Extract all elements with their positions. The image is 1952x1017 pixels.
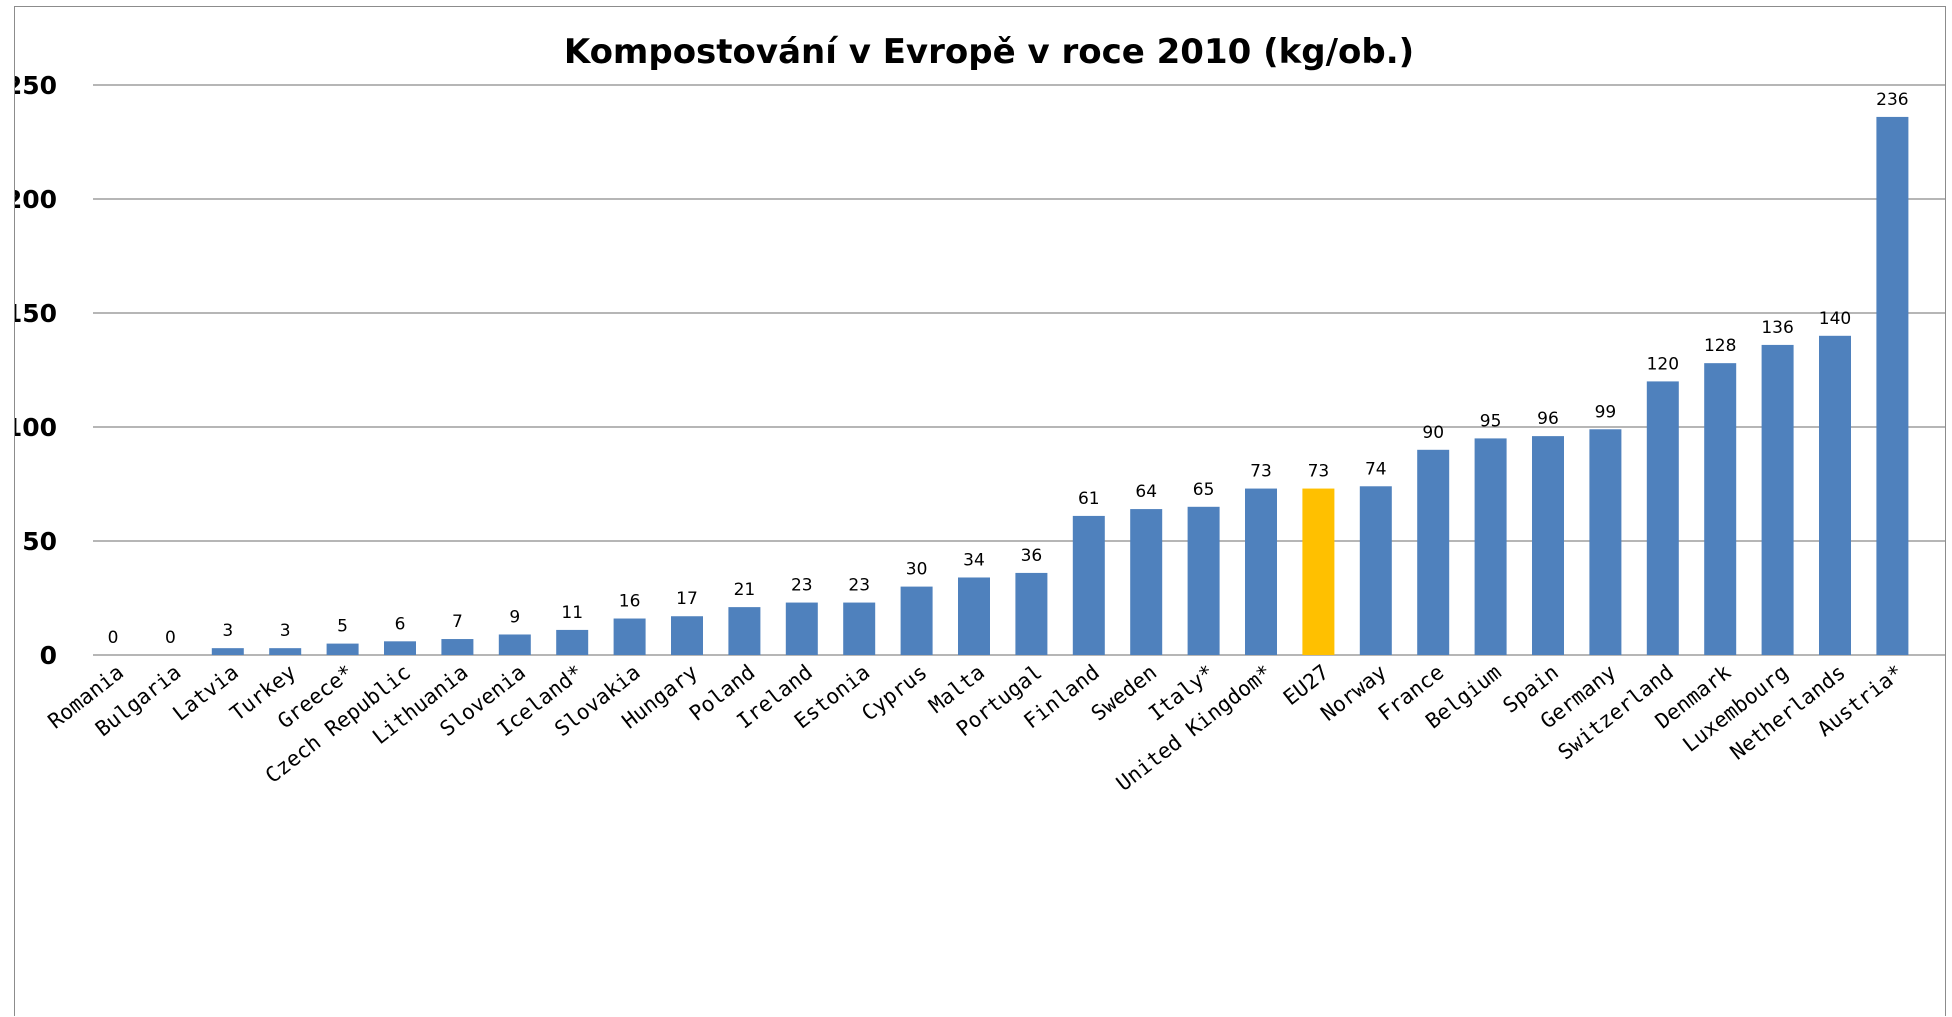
data-labels: 0 0 3 3 5 6 7 9 11 16 17 21 23 23 30 34 36 61 64 65 73 73 74 90… xyxy=(108,90,1909,648)
gridlines xyxy=(93,84,1945,656)
data-label: 236 xyxy=(1876,90,1908,110)
bar-portugal xyxy=(1015,572,1048,655)
bar-malta xyxy=(958,577,990,655)
data-label: 3 xyxy=(222,621,233,641)
bar-united-kingdom xyxy=(1245,488,1277,655)
data-label: 64 xyxy=(1135,482,1157,502)
data-label: 34 xyxy=(963,550,985,570)
bar-france xyxy=(1417,449,1450,655)
x-axis-ticks: RomaniaBulgariaLatviaTurkeyGreece*Czech … xyxy=(44,660,1908,796)
bar-slovenia xyxy=(498,634,531,655)
bar-belgium xyxy=(1474,438,1507,655)
bar-finland xyxy=(1072,515,1105,655)
data-label: 6 xyxy=(395,614,406,634)
y-tick-label: 150 xyxy=(15,299,57,328)
chart-title: Kompostování v Evropě v roce 2010 (kg/ob… xyxy=(564,32,1414,72)
bar-sweden xyxy=(1130,509,1163,655)
data-label: 23 xyxy=(791,576,813,596)
data-label: 65 xyxy=(1193,480,1215,500)
data-label: 23 xyxy=(848,576,870,596)
bar-norway xyxy=(1359,486,1392,655)
bar-hungary xyxy=(671,616,703,655)
y-tick-label: 0 xyxy=(40,641,57,670)
bar-cyprus xyxy=(900,586,933,655)
bar-lithuania xyxy=(441,639,474,655)
data-label: 99 xyxy=(1595,402,1617,422)
data-label: 90 xyxy=(1422,423,1444,443)
bar-iceland xyxy=(556,629,589,655)
data-label: 96 xyxy=(1537,409,1559,429)
data-label: 136 xyxy=(1761,318,1793,338)
data-label: 11 xyxy=(561,603,583,623)
bar-czech-republic xyxy=(384,641,416,655)
bar-italy xyxy=(1187,506,1220,655)
bar-germany xyxy=(1589,429,1622,655)
data-label: 73 xyxy=(1250,462,1272,482)
x-tick-label: Cyprus xyxy=(857,660,932,726)
data-label: 7 xyxy=(452,612,463,632)
bar-austria xyxy=(1876,116,1909,656)
bar-chart: Kompostování v Evropě v roce 2010 (kg/ob… xyxy=(15,32,1945,796)
y-tick-label: 200 xyxy=(15,185,57,214)
bars xyxy=(211,116,1909,656)
bar-poland xyxy=(728,607,761,655)
data-label: 16 xyxy=(619,592,641,612)
bar-greece xyxy=(326,643,359,655)
data-label: 0 xyxy=(165,628,176,648)
bar-latvia xyxy=(211,648,244,655)
data-label: 5 xyxy=(337,617,348,637)
data-label: 21 xyxy=(734,580,756,600)
bar-spain xyxy=(1532,436,1564,655)
data-label: 9 xyxy=(509,607,520,627)
bar-luxembourg xyxy=(1761,344,1794,655)
bar-eu27 xyxy=(1302,488,1335,655)
data-label: 140 xyxy=(1819,309,1851,329)
data-label: 95 xyxy=(1480,411,1502,431)
y-axis-ticks: 0 50 100 150 200 250 xyxy=(15,71,57,670)
data-label: 74 xyxy=(1365,459,1387,479)
data-label: 36 xyxy=(1021,546,1043,566)
y-tick-label: 250 xyxy=(15,71,57,100)
chart-frame: Kompostování v Evropě v roce 2010 (kg/ob… xyxy=(14,6,1946,1016)
data-label: 0 xyxy=(108,628,119,648)
data-label: 30 xyxy=(906,560,928,580)
y-tick-label: 100 xyxy=(15,413,57,442)
data-label: 120 xyxy=(1647,354,1679,374)
data-label: 61 xyxy=(1078,489,1100,509)
bar-slovakia xyxy=(613,618,646,655)
bar-switzerland xyxy=(1646,381,1679,655)
y-tick-label: 50 xyxy=(22,527,57,556)
bar-turkey xyxy=(269,648,302,655)
data-label: 3 xyxy=(280,621,291,641)
bar-denmark xyxy=(1704,363,1737,655)
bar-ireland xyxy=(785,602,818,655)
data-label: 128 xyxy=(1704,336,1736,356)
bar-estonia xyxy=(843,602,876,655)
data-label: 17 xyxy=(676,589,698,609)
data-label: 73 xyxy=(1308,462,1330,482)
bar-netherlands xyxy=(1819,335,1851,655)
